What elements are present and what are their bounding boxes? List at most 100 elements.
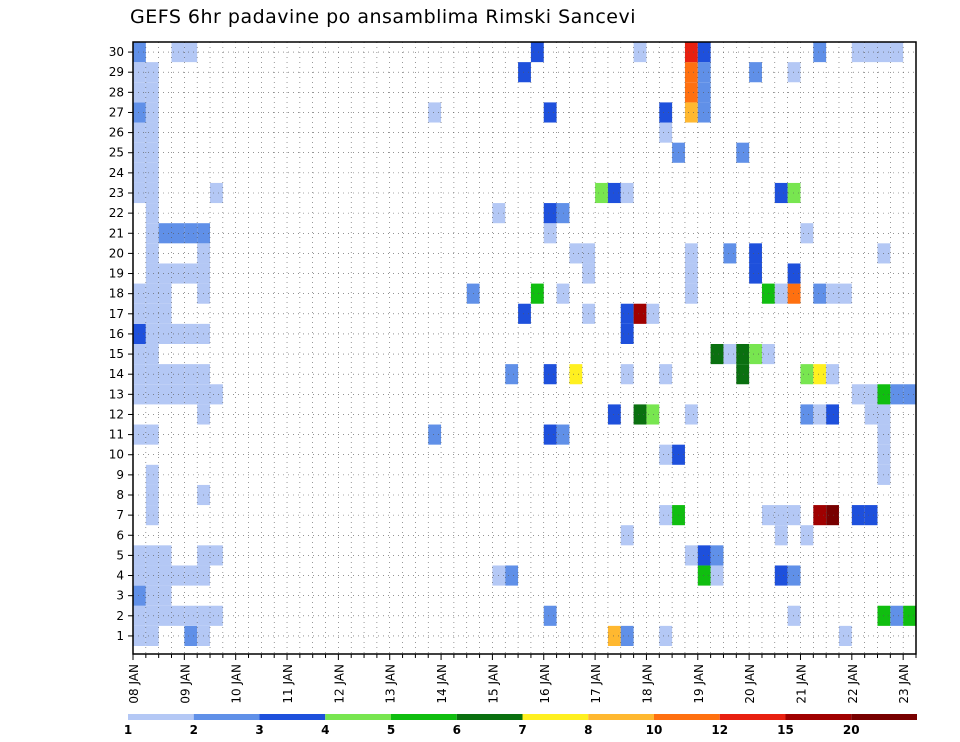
heatmap-cell [684,545,698,566]
x-tick-label: 21 JAN [794,664,808,704]
heatmap-cell [145,605,159,626]
heatmap-cell [171,605,185,626]
heatmap-cell [530,283,544,304]
heatmap-cell [684,283,698,304]
heatmap-cell [184,263,198,284]
colorbar-label: 6 [453,723,461,737]
heatmap-cell [158,303,172,324]
colorbar-swatch [128,714,194,720]
colorbar-label: 7 [518,723,526,737]
heatmap-cell [133,102,146,123]
heatmap-cell [890,384,904,405]
heatmap-cell [133,565,146,586]
heatmap-cell [826,364,839,385]
heatmap-cell [787,283,801,304]
heatmap-cell [158,323,172,344]
heatmap-cell [684,102,698,123]
heatmap-cell [530,42,544,63]
heatmap-cell [607,404,621,425]
heatmap-cell [171,565,185,586]
y-tick-label: 17 [109,307,124,321]
colorbar-label: 2 [190,723,198,737]
heatmap-cell [903,384,916,405]
heatmap-cell [787,182,801,204]
heatmap-cell [710,344,724,365]
heatmap-cell [133,384,146,405]
heatmap-cell [133,364,146,385]
heatmap-cell [787,565,801,586]
heatmap-cell [133,82,146,103]
heatmap-cell [697,42,711,63]
heatmap-cell [864,404,878,425]
heatmap-cell [505,565,519,586]
heatmap-cell [787,263,801,284]
heatmap-cell [184,384,198,405]
heatmap-cell [633,303,647,324]
heatmap-cell [133,625,146,646]
heatmap-cell [145,323,159,344]
heatmap-cell [633,404,647,425]
colorbar-label: 5 [387,723,395,737]
y-tick-label: 30 [109,45,124,59]
colorbar-label: 8 [584,723,592,737]
y-tick-label: 8 [116,488,124,502]
heatmap-cell [145,344,159,365]
heatmap-cell [158,283,172,304]
heatmap-cell [145,102,159,123]
heatmap-cell [184,364,198,385]
heatmap-cell [659,122,673,143]
colorbar-swatch [719,714,786,720]
colorbar-swatch [654,714,720,720]
heatmap-cell [710,545,724,566]
colorbar-label: 15 [777,723,794,737]
y-tick-label: 10 [109,448,124,462]
heatmap-cell [620,625,634,646]
heatmap-cell [774,182,788,204]
heatmap-cell [171,263,185,284]
y-tick-label: 26 [109,126,124,140]
colorbar-label: 20 [843,723,860,737]
heatmap-cell [620,323,634,344]
heatmap-cell [133,182,146,204]
heatmap-cell [145,162,159,183]
heatmap-cell [774,565,788,586]
heatmap-cell [133,344,146,365]
heatmap-cell [813,404,827,425]
heatmap-cell [505,364,519,385]
heatmap-cell [569,243,583,264]
heatmap-cell [813,505,827,526]
heatmap-cell [133,122,146,143]
heatmap-cell [607,625,621,646]
heatmap-cell [620,364,634,385]
heatmap-cell [184,605,198,626]
heatmap-cell [145,464,159,485]
heatmap-cell [800,404,814,425]
y-tick-label: 7 [116,508,124,522]
heatmap-cell [838,625,852,646]
heatmap-cell [607,182,621,204]
x-tick-label: 14 JAN [435,664,449,704]
heatmap-cell [171,223,185,244]
heatmap-cell [145,243,159,264]
y-tick-label: 1 [116,629,124,643]
heatmap-cell [158,223,172,244]
y-tick-label: 20 [109,246,124,260]
colorbar-swatch [456,714,523,720]
heatmap-cell [543,364,557,385]
heatmap-cell [145,142,159,163]
heatmap-cell [684,404,698,425]
x-tick-label: 19 JAN [692,664,706,704]
heatmap-cell [697,545,711,566]
heatmap-cell [543,424,557,445]
heatmap-cell [890,605,904,626]
heatmap-cell [543,223,557,244]
heatmap-cell [569,364,583,385]
heatmap-cell [518,303,531,324]
x-tick-label: 12 JAN [332,664,346,704]
y-tick-label: 13 [109,387,124,401]
y-tick-label: 15 [109,347,124,361]
heatmap-cell [171,42,185,63]
y-tick-label: 4 [116,569,124,583]
heatmap-cell [158,585,172,606]
